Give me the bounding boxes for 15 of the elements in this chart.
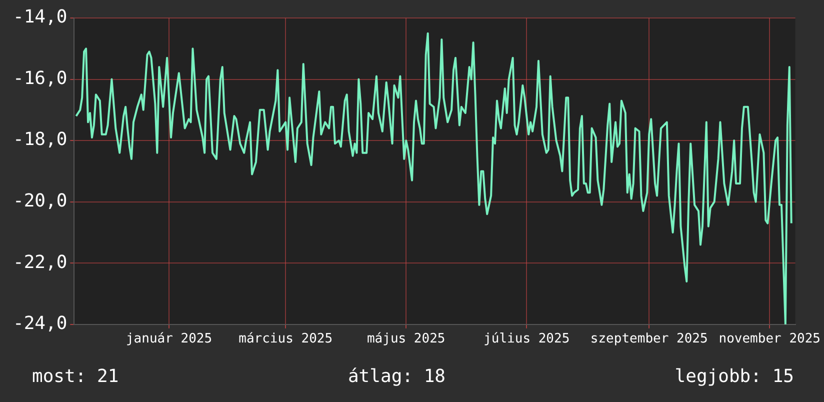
x-tick-label: szeptember 2025 <box>590 332 708 347</box>
text: átlag: 18 <box>348 366 446 386</box>
x-tick-label: március 2025 <box>238 332 333 347</box>
text: legjobb: 15 <box>674 366 794 386</box>
y-tick-label: -24,0 <box>12 313 68 334</box>
x-tick-label: november 2025 <box>718 332 821 347</box>
y-tick-label: -16,0 <box>12 68 68 89</box>
y-tick-label: -20,0 <box>12 190 68 212</box>
x-tick-label: május 2025 <box>366 332 446 347</box>
x-tick-label: július 2025 <box>484 332 570 347</box>
text: most: 21 <box>32 366 119 386</box>
x-tick-label: január 2025 <box>126 332 212 347</box>
y-tick-label: -22,0 <box>12 252 68 273</box>
y-tick-label: -14,0 <box>12 6 68 28</box>
y-tick-label: -18,0 <box>12 129 68 150</box>
